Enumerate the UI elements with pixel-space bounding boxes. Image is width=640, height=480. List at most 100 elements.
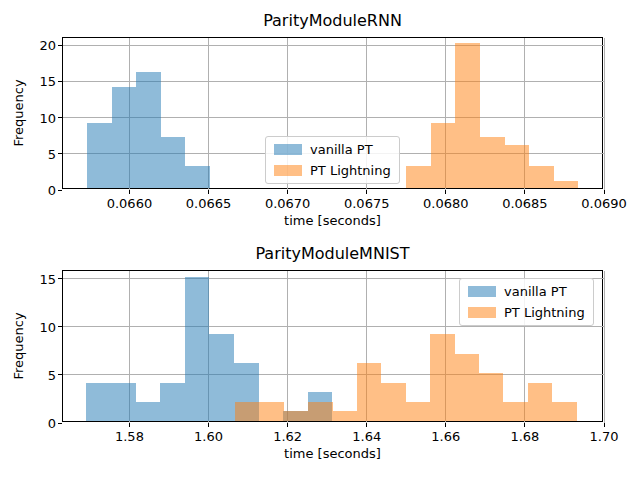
y-tick <box>58 423 62 424</box>
x-tick <box>524 190 525 194</box>
x-tick <box>524 423 525 427</box>
y-tick-label: 10 <box>14 320 56 335</box>
histogram-bar-pt-lightning <box>259 402 283 421</box>
y-tick-label: 5 <box>14 147 56 162</box>
y-tick <box>58 81 62 82</box>
histogram-bar-pt-lightning <box>480 137 505 188</box>
legend-swatch-pt-lightning <box>468 307 496 318</box>
legend-swatch-pt-lightning <box>274 165 302 176</box>
legend-swatch-vanilla-pt <box>274 144 302 155</box>
histogram-bar-pt-lightning <box>528 383 552 421</box>
histogram-bar-vanilla-pt <box>86 383 111 421</box>
histogram-bar-pt-lightning <box>308 402 332 421</box>
histogram-bar-vanilla-pt <box>112 87 137 188</box>
y-tick <box>58 278 62 279</box>
y-tick <box>58 326 62 327</box>
legend-label: PT Lightning <box>504 305 585 320</box>
x-tick-label: 0.0685 <box>495 196 555 211</box>
histogram-bar-pt-lightning <box>430 334 454 421</box>
histogram-bar-vanilla-pt <box>185 166 210 188</box>
histogram-bar-pt-lightning <box>455 354 479 421</box>
legend-label: PT Lightning <box>310 163 391 178</box>
y-tick-label: 15 <box>14 272 56 287</box>
histogram-bar-vanilla-pt <box>136 72 161 188</box>
histogram-bar-vanilla-pt <box>185 277 210 421</box>
legend: vanilla PT PT Lightning <box>265 136 400 184</box>
y-tick-label: 0 <box>14 183 56 198</box>
x-tick <box>129 423 130 427</box>
chart-title: ParityModuleRNN <box>62 11 603 30</box>
gridline-vertical <box>604 38 605 190</box>
y-tick <box>58 117 62 118</box>
histogram-bar-pt-lightning <box>381 383 405 421</box>
x-tick-label: 0.0670 <box>258 196 318 211</box>
x-tick-label: 0.0690 <box>574 196 634 211</box>
gridline-vertical <box>604 271 605 423</box>
x-tick-label: 1.66 <box>416 429 476 444</box>
y-tick-label: 10 <box>14 111 56 126</box>
x-tick-label: 1.62 <box>258 429 318 444</box>
figure: ParityModuleRNN Frequency 0.06600.06650.… <box>0 0 640 480</box>
histogram-bar-pt-lightning <box>529 166 554 188</box>
y-tick <box>58 45 62 46</box>
chart-title: ParityModuleMNIST <box>62 244 603 263</box>
legend-swatch-vanilla-pt <box>468 286 496 297</box>
histogram-bar-pt-lightning <box>284 411 308 421</box>
histogram-bar-vanilla-pt <box>209 334 234 421</box>
histogram-bar-pt-lightning <box>333 411 357 421</box>
x-tick <box>208 190 209 194</box>
legend-entry: vanilla PT <box>274 141 391 158</box>
y-tick-label: 20 <box>14 38 56 53</box>
x-tick <box>366 190 367 194</box>
histogram-bar-pt-lightning <box>357 363 381 421</box>
legend-entry: vanilla PT <box>468 283 585 300</box>
histogram-bar-pt-lightning <box>431 123 456 188</box>
gridline-horizontal <box>63 45 604 46</box>
x-tick-label: 0.0680 <box>416 196 476 211</box>
y-tick <box>58 190 62 191</box>
x-tick <box>604 423 605 427</box>
x-tick <box>445 423 446 427</box>
x-tick <box>287 190 288 194</box>
x-tick <box>604 190 605 194</box>
x-tick <box>445 190 446 194</box>
x-tick-label: 0.0675 <box>337 196 397 211</box>
x-tick-label: 1.64 <box>337 429 397 444</box>
histogram-bar-vanilla-pt <box>111 383 136 421</box>
histogram-bar-vanilla-pt <box>136 402 161 421</box>
histogram-bar-pt-lightning <box>552 402 576 421</box>
histogram-bar-vanilla-pt <box>160 383 185 421</box>
histogram-bar-pt-lightning <box>479 373 503 421</box>
legend: vanilla PT PT Lightning <box>459 278 594 326</box>
x-tick <box>366 423 367 427</box>
gridline-horizontal <box>63 326 604 327</box>
histogram-bar-pt-lightning <box>505 145 530 188</box>
gridline-vertical <box>287 271 288 423</box>
histogram-bar-pt-lightning <box>554 181 579 188</box>
x-tick <box>287 423 288 427</box>
legend-label: vanilla PT <box>310 142 373 157</box>
histogram-bar-vanilla-pt <box>87 123 112 188</box>
legend-label: vanilla PT <box>504 284 567 299</box>
x-axis-label: time [seconds] <box>62 213 603 228</box>
legend-entry: PT Lightning <box>274 162 391 179</box>
x-axis-label: time [seconds] <box>62 446 603 461</box>
x-tick <box>208 423 209 427</box>
x-tick-label: 0.0665 <box>179 196 239 211</box>
x-tick-label: 1.68 <box>495 429 555 444</box>
histogram-bar-vanilla-pt <box>161 137 186 188</box>
histogram-bar-pt-lightning <box>503 402 527 421</box>
y-tick-label: 15 <box>14 74 56 89</box>
x-tick <box>129 190 130 194</box>
y-tick-label: 0 <box>14 416 56 431</box>
histogram-bar-pt-lightning <box>235 402 259 421</box>
x-tick-label: 1.60 <box>179 429 239 444</box>
y-tick <box>58 374 62 375</box>
y-tick <box>58 153 62 154</box>
y-tick-label: 5 <box>14 368 56 383</box>
x-tick-label: 0.0660 <box>99 196 159 211</box>
legend-entry: PT Lightning <box>468 304 585 321</box>
histogram-bar-pt-lightning <box>406 166 431 188</box>
x-tick-label: 1.58 <box>99 429 159 444</box>
histogram-bar-pt-lightning <box>406 402 430 421</box>
